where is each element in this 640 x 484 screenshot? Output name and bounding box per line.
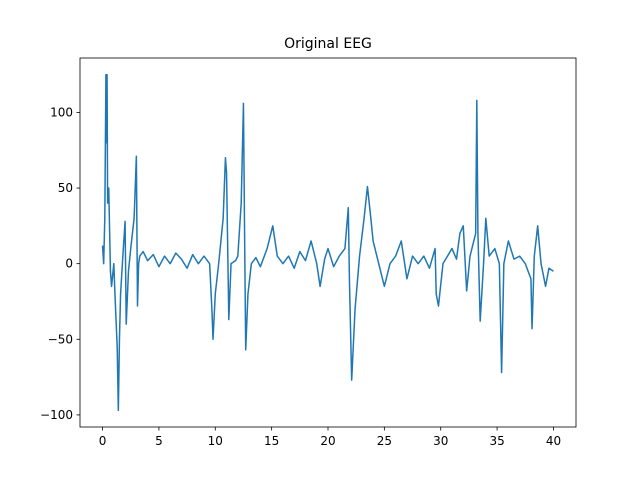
x-tick-label: 20 (320, 434, 335, 448)
x-tick-label: 15 (264, 434, 279, 448)
y-tick-label: −100 (40, 408, 73, 422)
x-tick-label: 10 (208, 434, 223, 448)
y-tick-label: 100 (50, 105, 73, 119)
line (101, 73, 554, 412)
x-tick-label: 30 (433, 434, 448, 448)
y-tick-label: 0 (65, 257, 73, 271)
y-tick-label: −50 (48, 332, 73, 346)
x-tick-label: 0 (99, 434, 107, 448)
axes-frame (79, 57, 577, 428)
chart-title: Original EEG (284, 36, 372, 52)
x-tick-label: 40 (546, 434, 561, 448)
x-tick-label: 5 (155, 434, 163, 448)
x-tick-label: 35 (489, 434, 504, 448)
x-tick-label: 25 (377, 434, 392, 448)
y-tick-label: 50 (58, 181, 73, 195)
